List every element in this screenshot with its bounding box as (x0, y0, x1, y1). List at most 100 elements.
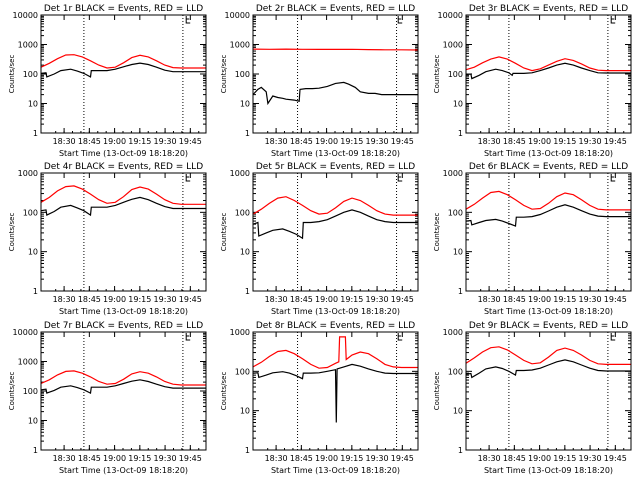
lld-series-line (40, 370, 206, 386)
x-tick-label: 18:45 (78, 137, 101, 146)
lld-series-line (40, 54, 206, 69)
x-tick-label: 18:30 (265, 295, 288, 304)
x-tick-label: 19:00 (528, 454, 551, 463)
plot-frame (465, 172, 632, 292)
y-tick-label: 1 (458, 446, 463, 455)
lld-series-line (465, 190, 631, 211)
x-tick-label: 19:15 (553, 454, 576, 463)
events-series-line (252, 209, 418, 240)
y-tick-label: 1 (245, 446, 250, 455)
y-tick-label: 1 (33, 446, 38, 455)
y-tick-label: 10000 (438, 11, 463, 20)
plot-frame (40, 172, 207, 292)
y-tick-label: 10000 (225, 11, 250, 20)
y-tick-label: 1000 (18, 41, 38, 50)
y-tick-label: 10 (28, 100, 38, 109)
events-series-line (40, 196, 206, 217)
events-series-line (40, 62, 206, 78)
y-tick-label: 10 (453, 407, 463, 416)
y-tick-label: 1000 (18, 358, 38, 367)
y-tick-label: 1 (245, 287, 250, 296)
x-tick-label: 18:45 (503, 137, 526, 146)
events-series-line (40, 379, 206, 395)
panel-title: Det 8r BLACK = Events, RED = LLD (256, 321, 415, 331)
x-tick-label: 19:30 (154, 295, 177, 304)
y-tick-label: 1 (33, 287, 38, 296)
y-axis-label: Counts/sec (433, 372, 441, 411)
x-tick-label: 18:30 (53, 295, 76, 304)
x-tick-label: 18:45 (290, 454, 313, 463)
x-tick-label: 19:00 (315, 295, 338, 304)
time-marker (610, 174, 616, 182)
detector-panel: Det 9r BLACK = Events, RED = LLD Start Ti… (433, 321, 632, 475)
y-tick-label: 10 (240, 100, 250, 109)
x-axis-label: Start Time (13-Oct-09 18:18:20) (271, 307, 400, 316)
panel-title: Det 5r BLACK = Events, RED = LLD (256, 162, 415, 172)
x-tick-label: 19:45 (179, 295, 202, 304)
x-tick-label: 19:15 (128, 137, 151, 146)
y-tick-label: 1000 (443, 169, 463, 178)
x-tick-label: 19:00 (528, 137, 551, 146)
y-axis-label: Counts/sec (8, 372, 16, 411)
x-axis-label: Start Time (13-Oct-09 18:18:20) (59, 307, 188, 316)
x-tick-label: 19:15 (340, 454, 363, 463)
x-tick-label: 19:15 (553, 295, 576, 304)
x-tick-label: 19:30 (366, 137, 389, 146)
x-tick-label: 19:30 (579, 295, 602, 304)
x-tick-label: 18:30 (265, 454, 288, 463)
x-axis-label: Start Time (13-Oct-09 18:18:20) (271, 149, 400, 158)
time-marker (397, 174, 403, 182)
x-axis-label: Start Time (13-Oct-09 18:18:20) (484, 307, 613, 316)
events-series-line (252, 81, 418, 106)
y-axis-label: Counts/sec (220, 213, 228, 252)
x-tick-label: 18:45 (78, 454, 101, 463)
y-tick-label: 100 (448, 70, 463, 79)
detector-panel: Det 8r BLACK = Events, RED = LLD Start Ti… (220, 321, 419, 475)
time-marker (185, 16, 191, 24)
x-tick-label: 19:15 (128, 454, 151, 463)
lld-series-line (252, 336, 418, 369)
panel-title: Det 6r BLACK = Events, RED = LLD (469, 162, 628, 172)
detector-panel: Det 7r BLACK = Events, RED = LLD Start Ti… (8, 321, 207, 475)
x-tick-label: 19:15 (340, 137, 363, 146)
y-tick-label: 100 (235, 367, 250, 376)
x-axis-label: Start Time (13-Oct-09 18:18:20) (271, 466, 400, 475)
lld-series-line (465, 56, 631, 72)
lld-series-line (40, 185, 206, 205)
panel-title: Det 9r BLACK = Events, RED = LLD (469, 321, 628, 331)
x-tick-label: 18:45 (78, 295, 101, 304)
x-tick-label: 18:30 (478, 137, 501, 146)
x-tick-label: 19:00 (315, 454, 338, 463)
x-tick-label: 19:00 (103, 137, 126, 146)
x-tick-label: 19:00 (315, 137, 338, 146)
time-marker (185, 333, 191, 341)
plot-frame (252, 331, 419, 451)
x-tick-label: 19:15 (340, 295, 363, 304)
y-axis-label: Counts/sec (8, 213, 16, 252)
time-marker (397, 16, 403, 24)
y-tick-label: 100 (235, 70, 250, 79)
plot-grid: Det 1r BLACK = Events, RED = LLD Start Ti… (8, 4, 632, 475)
panel-title: Det 3r BLACK = Events, RED = LLD (469, 4, 628, 14)
y-tick-label: 1000 (18, 169, 38, 178)
events-series-line (465, 62, 631, 80)
lld-series-line (465, 346, 631, 365)
x-tick-label: 18:45 (503, 295, 526, 304)
y-tick-label: 1000 (230, 41, 250, 50)
x-axis-label: Start Time (13-Oct-09 18:18:20) (59, 466, 188, 475)
y-axis-label: Counts/sec (8, 55, 16, 94)
lld-series-line (252, 196, 418, 216)
x-tick-label: 19:30 (154, 454, 177, 463)
events-series-line (465, 359, 631, 379)
plot-frame (252, 172, 419, 292)
x-axis-label: Start Time (13-Oct-09 18:18:20) (484, 149, 613, 158)
y-tick-label: 100 (448, 208, 463, 217)
y-axis-label: Counts/sec (220, 372, 228, 411)
x-tick-label: 19:45 (179, 454, 202, 463)
y-tick-label: 10000 (13, 328, 38, 337)
x-tick-label: 18:45 (503, 454, 526, 463)
x-tick-label: 19:45 (391, 454, 414, 463)
x-tick-label: 19:45 (391, 137, 414, 146)
y-tick-label: 100 (23, 387, 38, 396)
